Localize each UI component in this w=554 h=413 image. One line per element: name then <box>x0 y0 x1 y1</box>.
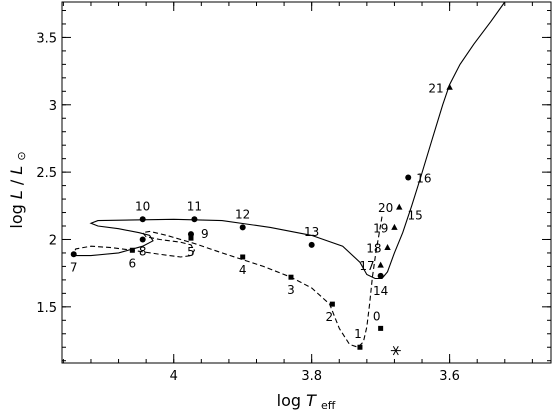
y-axis-label-symbol2: L <box>7 166 26 175</box>
point-label: 13 <box>304 225 319 239</box>
star-marker <box>390 346 401 356</box>
point-label: 0 <box>373 309 381 323</box>
point-label: 3 <box>287 283 295 297</box>
square-marker <box>129 247 135 253</box>
y-tick-label: 2 <box>49 233 57 248</box>
point-label: 12 <box>235 207 250 221</box>
dashed-track <box>73 216 383 348</box>
circle-marker <box>187 231 194 238</box>
evolution-tracks <box>73 1 506 348</box>
point-label: 15 <box>407 209 422 223</box>
point-label: 2 <box>326 310 334 324</box>
triangle-marker <box>384 244 391 251</box>
point-label: 16 <box>416 172 431 186</box>
circle-marker <box>239 224 246 231</box>
y-axis-label: log L / L ⊙ <box>7 151 28 228</box>
point-label: 20 <box>378 201 393 215</box>
y-axis-label-symbol: L <box>7 190 26 199</box>
x-axis-label: log T eff <box>277 391 336 412</box>
circle-marker <box>405 174 412 181</box>
triangle-marker <box>446 83 453 90</box>
point-label: 17 <box>359 259 374 273</box>
y-tick-label: 3 <box>49 99 57 114</box>
square-marker <box>329 301 335 307</box>
point-label: 6 <box>129 256 137 270</box>
triangle-marker <box>396 203 403 210</box>
triangle-marker <box>391 223 398 230</box>
point-label: 4 <box>239 263 247 277</box>
y-axis-label-sep: / <box>7 179 26 185</box>
square-marker <box>378 325 384 331</box>
point-label: 10 <box>135 199 150 213</box>
circle-marker <box>377 272 384 279</box>
point-label: 14 <box>373 284 388 298</box>
square-marker <box>288 274 294 280</box>
y-tick-label: 1.5 <box>36 301 57 316</box>
point-label: 18 <box>366 242 381 256</box>
square-marker <box>357 344 363 350</box>
point-label: 1 <box>354 327 362 341</box>
x-axis-label-sub: eff <box>321 399 336 412</box>
x-axis-label-symbol: T <box>306 391 317 410</box>
y-tick-label: 3.5 <box>36 31 57 46</box>
point-label: 7 <box>70 260 78 274</box>
square-marker <box>188 235 194 241</box>
axis-ticks: 4 3.8 3.6 1.5 2 2.5 3 3.5 <box>36 2 551 384</box>
circle-marker <box>70 251 77 258</box>
circle-marker <box>139 216 146 223</box>
circle-marker <box>191 216 198 223</box>
circle-marker <box>308 241 315 248</box>
plot-frame <box>61 1 552 364</box>
point-label: 8 <box>139 244 147 258</box>
x-axis-label-prefix: log <box>277 391 301 410</box>
solid-track <box>73 1 506 280</box>
triangle-marker <box>377 261 384 268</box>
x-tick-label: 3.8 <box>301 369 322 384</box>
point-label: 9 <box>201 227 209 241</box>
y-axis-label-sub: ⊙ <box>15 151 28 160</box>
point-label: 5 <box>187 245 195 259</box>
y-tick-label: 2.5 <box>36 166 57 181</box>
point-label: 21 <box>428 81 443 95</box>
circle-marker <box>139 236 146 243</box>
y-axis-label-prefix: log <box>7 204 26 228</box>
square-marker <box>240 254 246 260</box>
point-label: 19 <box>373 221 388 235</box>
x-tick-label: 3.6 <box>439 369 460 384</box>
point-label: 11 <box>187 199 202 213</box>
x-tick-label: 4 <box>170 369 178 384</box>
